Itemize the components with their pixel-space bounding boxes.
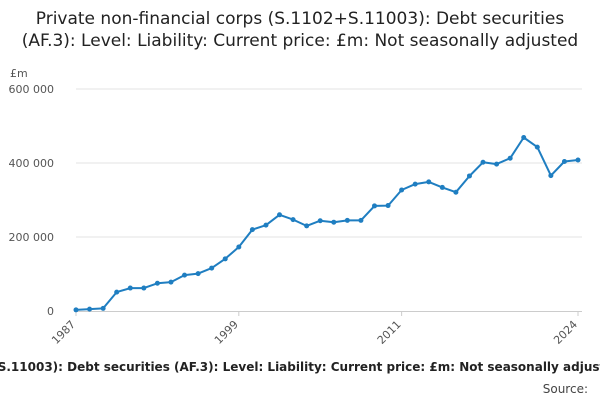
data-point xyxy=(87,306,93,312)
x-axis-ticks: 1987 1999 2011 2024 xyxy=(49,311,580,347)
footer-title-text: Private non-financial corps (S.1102+S.11… xyxy=(0,360,600,374)
x-tick-label: 1987 xyxy=(49,318,78,347)
data-point xyxy=(290,217,296,223)
data-point xyxy=(507,155,513,161)
data-point xyxy=(317,218,323,224)
data-point xyxy=(494,161,500,167)
source-label: Source: xyxy=(542,382,588,396)
data-point xyxy=(222,256,228,262)
data-point xyxy=(534,144,540,150)
data-point xyxy=(168,279,174,285)
chart-title: Private non-financial corps (S.1102+S.11… xyxy=(21,9,579,51)
data-point xyxy=(277,212,283,218)
data-point xyxy=(412,181,418,187)
data-point xyxy=(548,173,554,179)
y-tick-label: 0 xyxy=(47,305,54,318)
data-point xyxy=(521,134,527,140)
data-point xyxy=(466,173,472,179)
data-point xyxy=(480,159,486,165)
gridlines xyxy=(76,88,582,238)
data-point xyxy=(195,271,201,277)
x-tick-label: 2011 xyxy=(375,318,404,347)
data-point xyxy=(127,285,133,291)
data-point xyxy=(100,305,106,311)
data-point xyxy=(453,189,459,195)
data-point xyxy=(304,223,310,229)
x-tick-label: 2024 xyxy=(551,318,580,347)
series-group xyxy=(73,134,581,313)
data-point xyxy=(344,217,350,223)
y-tick-label: 400 000 xyxy=(9,157,55,170)
x-tick-label: 1999 xyxy=(212,318,241,347)
data-point xyxy=(371,203,377,209)
data-point xyxy=(426,179,432,185)
data-point xyxy=(385,203,391,209)
data-point xyxy=(575,157,581,163)
data-point xyxy=(249,227,255,233)
data-point xyxy=(141,285,147,291)
data-point xyxy=(439,184,445,190)
data-point xyxy=(236,244,242,250)
data-point xyxy=(114,289,120,295)
data-point xyxy=(263,222,269,228)
data-point xyxy=(399,187,405,193)
data-point xyxy=(561,159,567,165)
data-point xyxy=(154,280,160,286)
data-point xyxy=(73,307,79,313)
data-point xyxy=(331,219,337,225)
y-tick-label: 200 000 xyxy=(9,231,55,244)
data-point xyxy=(182,272,188,278)
y-tick-label: 600 000 xyxy=(9,83,55,96)
footer-title: Private non-financial corps (S.1102+S.11… xyxy=(0,358,600,378)
data-point xyxy=(209,265,215,271)
y-axis-ticks: 0 200 000 400 000 600 000 xyxy=(9,83,55,318)
data-point xyxy=(358,217,364,223)
y-axis-unit-label: £m xyxy=(10,67,28,80)
